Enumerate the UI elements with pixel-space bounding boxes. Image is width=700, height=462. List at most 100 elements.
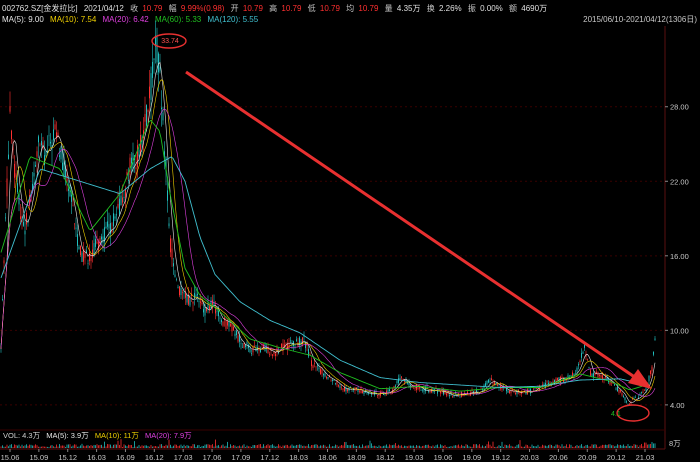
candle-body bbox=[449, 395, 450, 397]
candle-body bbox=[588, 367, 590, 368]
volume-bar bbox=[642, 446, 644, 448]
volume-bar bbox=[621, 445, 623, 448]
volume-bar bbox=[33, 445, 35, 448]
candle-body bbox=[338, 385, 339, 387]
volume-bar bbox=[146, 445, 147, 448]
candle-body bbox=[255, 347, 257, 352]
volume-bar bbox=[452, 446, 453, 448]
candle-body bbox=[504, 388, 506, 389]
volume-bar bbox=[485, 446, 486, 448]
volume-bar bbox=[549, 444, 551, 448]
volume-bar bbox=[119, 444, 120, 448]
volume-bar bbox=[207, 444, 209, 448]
volume-bar bbox=[356, 445, 357, 448]
candle-body bbox=[629, 403, 630, 405]
volume-bar bbox=[144, 445, 146, 448]
volume-bar bbox=[152, 446, 153, 448]
candle-body bbox=[401, 376, 402, 378]
ma60-line bbox=[0, 119, 650, 392]
volume-bar bbox=[3, 446, 5, 448]
candle-body bbox=[488, 379, 489, 383]
volume-bar bbox=[605, 444, 606, 448]
volume-bar bbox=[71, 446, 72, 448]
volume-bar bbox=[567, 446, 569, 448]
candle-body bbox=[336, 379, 338, 385]
volume-bar bbox=[563, 446, 564, 448]
volume-bar bbox=[606, 445, 608, 448]
volume-bar bbox=[137, 446, 138, 448]
volume-bar bbox=[602, 444, 603, 448]
candle-body bbox=[48, 135, 50, 137]
candle-body bbox=[222, 321, 224, 326]
volume-bar bbox=[632, 445, 633, 448]
candle-body bbox=[515, 392, 516, 395]
volume-bar bbox=[438, 446, 440, 448]
volume-bar bbox=[290, 445, 291, 448]
candle-body bbox=[131, 157, 132, 164]
volume-bar bbox=[177, 446, 179, 448]
volume-bar bbox=[162, 445, 164, 448]
candle-body bbox=[605, 376, 606, 378]
candle-body bbox=[324, 373, 326, 377]
candle-body bbox=[432, 387, 434, 392]
volume-bar bbox=[240, 446, 242, 448]
candle-body bbox=[15, 173, 17, 177]
candle-body bbox=[206, 307, 207, 312]
volume-bar bbox=[539, 446, 540, 448]
candle-body bbox=[501, 386, 503, 390]
volume-bar bbox=[534, 446, 536, 448]
volume-bar bbox=[2, 445, 3, 448]
volume-bar bbox=[39, 446, 41, 448]
volume-bar bbox=[264, 446, 266, 448]
volume-bar bbox=[548, 445, 549, 448]
candle-body bbox=[282, 343, 284, 351]
candle-body bbox=[96, 241, 98, 244]
volume-bar bbox=[512, 446, 513, 448]
candle-body bbox=[512, 389, 513, 392]
volume-bar bbox=[359, 445, 360, 448]
candle-body bbox=[149, 86, 150, 99]
x-tick-label: 16.09 bbox=[116, 453, 135, 462]
candle-body bbox=[623, 395, 624, 398]
volume-bar bbox=[206, 444, 207, 448]
volume-bar bbox=[554, 446, 555, 448]
volume-bar bbox=[72, 445, 74, 448]
candle-body bbox=[275, 353, 276, 357]
candle-body bbox=[312, 365, 314, 368]
peak-annotation: 33.74 bbox=[151, 33, 187, 49]
candle-body bbox=[326, 376, 327, 379]
volume-bar bbox=[66, 444, 68, 448]
candle-body bbox=[188, 294, 189, 305]
volume-bar bbox=[566, 444, 567, 448]
volume-bar bbox=[533, 446, 534, 448]
volume-bar bbox=[344, 442, 345, 448]
candle-body bbox=[80, 246, 81, 256]
volume-bar bbox=[141, 445, 143, 448]
volume-bar bbox=[336, 445, 338, 448]
x-tick-label: 18.03 bbox=[289, 453, 308, 462]
candle-body bbox=[95, 239, 96, 247]
candle-body bbox=[654, 338, 656, 340]
volume-bar bbox=[327, 446, 329, 448]
candle-body bbox=[249, 348, 251, 353]
candle-body bbox=[614, 384, 615, 386]
candle-body bbox=[195, 294, 197, 298]
volume-bar bbox=[569, 444, 570, 448]
candle-body bbox=[653, 351, 654, 355]
candle-body bbox=[638, 397, 639, 399]
candle-body bbox=[5, 217, 6, 219]
candle-body bbox=[411, 387, 413, 389]
candle-body bbox=[438, 389, 440, 391]
volume-bar bbox=[593, 444, 594, 448]
candle-body bbox=[581, 353, 582, 358]
volume-bar bbox=[168, 439, 170, 448]
volume-bar bbox=[212, 444, 213, 448]
candle-body bbox=[327, 377, 329, 379]
candle-body bbox=[407, 381, 408, 384]
candle-body bbox=[86, 250, 87, 254]
candle-body bbox=[315, 366, 317, 368]
candle-body bbox=[360, 388, 362, 394]
volume-bar bbox=[564, 445, 566, 448]
candle-body bbox=[482, 389, 483, 391]
